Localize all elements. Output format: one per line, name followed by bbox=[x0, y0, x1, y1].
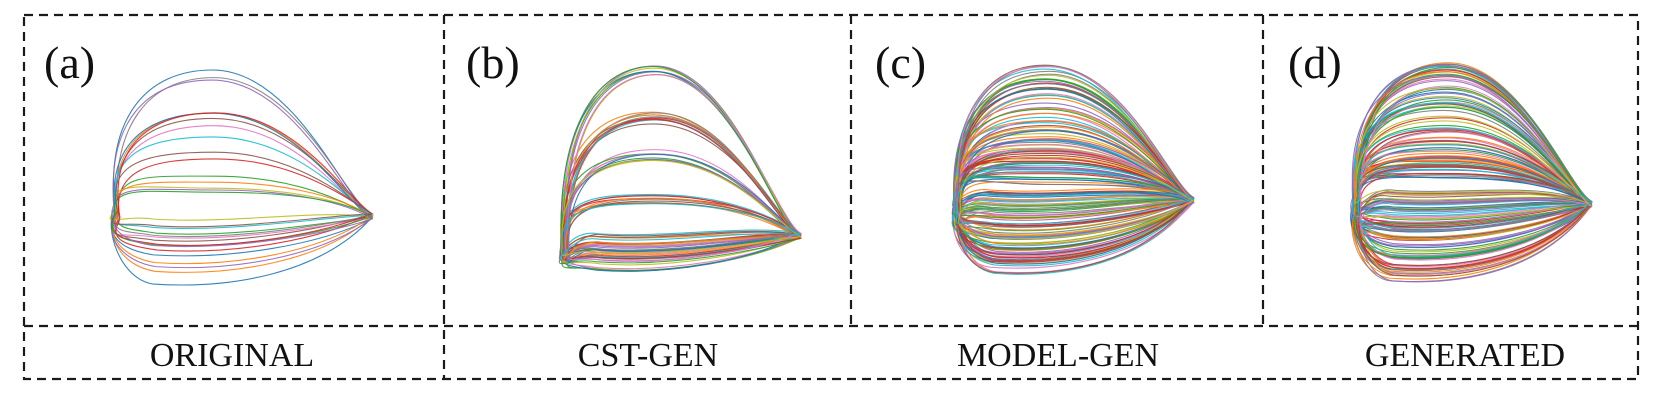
airfoil-curve bbox=[114, 112, 374, 246]
airfoil-curve bbox=[111, 151, 374, 228]
panel-a-caption: ORIGINAL bbox=[150, 337, 314, 374]
airfoil-curve bbox=[956, 82, 1195, 226]
panel-c-caption: MODEL-GEN bbox=[957, 337, 1159, 374]
panel-c-letter: (c) bbox=[875, 37, 926, 88]
panel-b-caption: CST-GEN bbox=[578, 337, 718, 374]
airfoil-curve bbox=[559, 203, 801, 260]
airfoil-curve bbox=[1353, 73, 1592, 258]
airfoil-curve bbox=[111, 125, 374, 239]
airfoil-curve bbox=[111, 190, 374, 247]
airfoil-curve bbox=[955, 164, 1195, 225]
figure-frame bbox=[22, 13, 1640, 381]
airfoil-curve bbox=[957, 83, 1195, 234]
airfoil-curve bbox=[562, 67, 802, 266]
airfoil-curve bbox=[958, 156, 1195, 240]
panel-d-curves bbox=[1350, 62, 1594, 283]
airfoil-curve bbox=[111, 136, 374, 229]
panel-d-caption: GENERATED bbox=[1365, 337, 1565, 374]
airfoil-curve bbox=[956, 88, 1194, 206]
panel-b-curves bbox=[558, 65, 803, 272]
panel-a-curves bbox=[109, 69, 374, 286]
panel-d-letter: (d) bbox=[1288, 37, 1342, 88]
panel-b-letter: (b) bbox=[466, 37, 520, 88]
airfoil-curve bbox=[558, 65, 802, 265]
panel-c-curves bbox=[951, 64, 1196, 275]
airfoil-curve bbox=[956, 65, 1195, 217]
airfoil-curve bbox=[566, 116, 802, 260]
airfoil-curve bbox=[111, 79, 374, 248]
airfoil-curve bbox=[1354, 87, 1592, 206]
airfoil-curve bbox=[1357, 143, 1592, 257]
airfoil-curve bbox=[566, 73, 802, 262]
panel-a-letter: (a) bbox=[44, 37, 95, 88]
airfoil-curve bbox=[1356, 63, 1594, 217]
